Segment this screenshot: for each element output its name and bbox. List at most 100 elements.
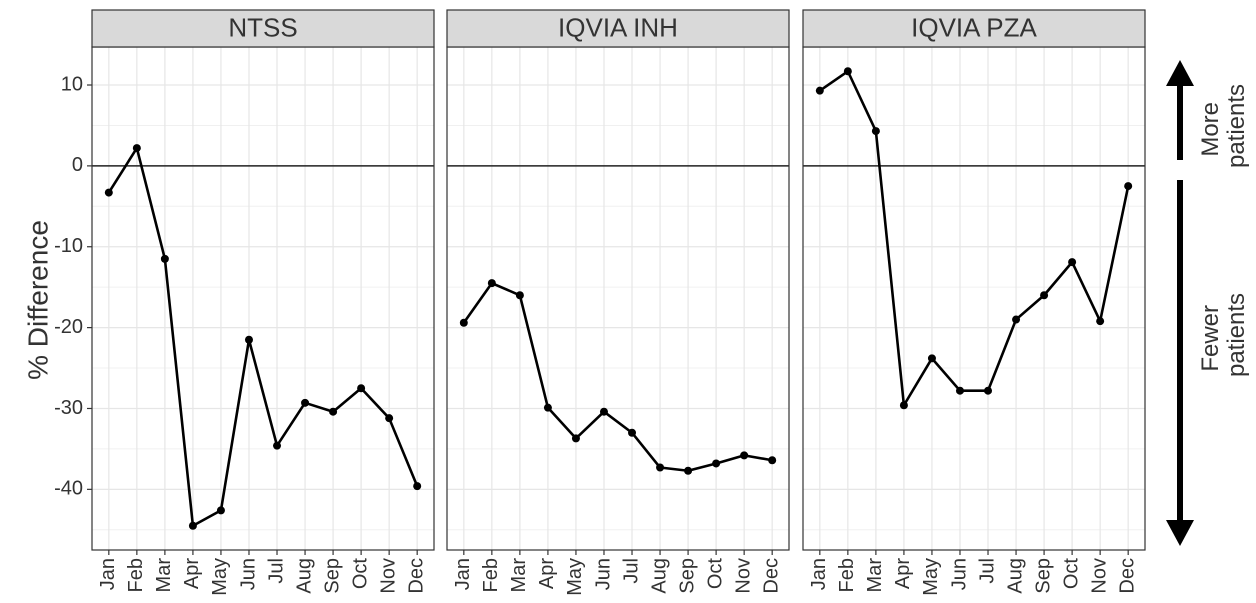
data-point	[216, 506, 225, 515]
x-tick-label: Jul	[976, 558, 998, 584]
x-tick-label: May	[920, 558, 942, 596]
data-point	[712, 459, 721, 468]
data-point	[899, 401, 908, 410]
x-tick-label: Jun	[237, 558, 259, 590]
x-tick-label: Nov	[377, 558, 399, 594]
x-tick-label: Feb	[125, 558, 147, 592]
more-arrow	[1166, 60, 1194, 160]
data-point	[273, 441, 282, 450]
strip	[91, 9, 435, 48]
data-point	[244, 335, 253, 344]
x-tick-label: Dec	[760, 558, 782, 594]
data-point	[871, 127, 880, 136]
x-tick-label: Aug	[1004, 558, 1026, 594]
data-point	[413, 482, 422, 491]
y-tick-label: -30	[54, 397, 83, 419]
annotation-line: More	[1197, 102, 1224, 157]
data-point	[329, 407, 338, 416]
x-tick-label: Feb	[836, 558, 858, 592]
data-point	[543, 403, 552, 412]
x-tick-label: Aug	[293, 558, 315, 594]
data-point	[740, 451, 749, 460]
data-point	[984, 386, 993, 395]
data-point	[487, 279, 496, 288]
annotation-line: patients	[1223, 84, 1250, 168]
data-point	[515, 291, 524, 300]
annotation: More patients	[1197, 84, 1250, 168]
data-point	[1068, 258, 1077, 267]
data-point	[628, 428, 637, 437]
x-tick-label: Sep	[676, 558, 698, 594]
data-point	[656, 463, 665, 472]
data-point	[955, 386, 964, 395]
data-point	[684, 466, 693, 475]
data-point	[1124, 182, 1133, 191]
data-point	[815, 86, 824, 95]
x-tick-label: Sep	[321, 558, 343, 594]
panel-title: IQVIA INH	[558, 12, 678, 42]
fewer-arrow	[1166, 180, 1194, 546]
data-point	[132, 144, 141, 153]
annotation: Fewer patients	[1197, 293, 1250, 377]
x-tick-label: Jun	[948, 558, 970, 590]
data-point	[104, 188, 113, 197]
data-point	[1096, 317, 1105, 326]
y-axis-label: % Difference	[22, 220, 53, 380]
data-point	[571, 434, 580, 443]
x-tick-label: Dec	[1116, 558, 1138, 594]
panel-title: NTSS	[228, 12, 297, 42]
x-tick-label: Jun	[592, 558, 614, 590]
annotation-line: Fewer	[1197, 305, 1224, 372]
x-tick-label: Dec	[405, 558, 427, 594]
data-point	[927, 354, 936, 363]
data-point	[301, 398, 310, 407]
x-tick-label: Mar	[864, 558, 886, 593]
x-tick-label: Apr	[536, 558, 558, 589]
x-tick-label: May	[564, 558, 586, 596]
annotation-line: patients	[1223, 293, 1250, 377]
data-point	[385, 414, 394, 423]
data-point	[599, 407, 608, 416]
plot-background	[803, 47, 1145, 550]
x-tick-label: Oct	[1060, 558, 1082, 590]
x-tick-label: Oct	[349, 558, 371, 590]
x-tick-label: Mar	[153, 558, 175, 593]
y-tick-label: -40	[54, 478, 83, 500]
data-point	[1040, 291, 1049, 300]
data-point	[459, 318, 468, 327]
x-tick-label: Jan	[808, 558, 830, 590]
x-tick-label: Aug	[648, 558, 670, 594]
x-tick-label: May	[209, 558, 231, 596]
x-tick-label: Nov	[1088, 558, 1110, 594]
x-tick-label: Jan	[97, 558, 119, 590]
x-tick-label: Jan	[452, 558, 474, 590]
data-point	[1012, 315, 1021, 324]
plot-background	[92, 47, 434, 550]
series-line	[107, 146, 419, 528]
plot-background	[447, 47, 789, 550]
strip	[446, 9, 790, 48]
x-tick-label: Nov	[732, 558, 754, 594]
x-tick-label: Mar	[508, 558, 530, 593]
x-tick-label: Jul	[265, 558, 287, 584]
x-tick-label: Oct	[704, 558, 726, 590]
x-tick-label: Jul	[620, 558, 642, 584]
y-tick-label: 10	[61, 73, 83, 95]
series-line	[462, 281, 773, 473]
x-tick-label: Apr	[892, 558, 914, 589]
data-point	[357, 384, 366, 393]
data-point	[768, 456, 777, 465]
panel-title: IQVIA PZA	[911, 12, 1037, 42]
y-tick-label: -10	[54, 235, 83, 257]
x-tick-label: Apr	[181, 558, 203, 589]
x-tick-label: Feb	[480, 558, 502, 592]
y-tick-label: -20	[54, 316, 83, 338]
data-point	[843, 67, 852, 76]
data-point	[188, 521, 197, 530]
x-tick-label: Sep	[1032, 558, 1054, 594]
y-tick-label: 0	[72, 154, 83, 176]
strip	[802, 9, 1146, 48]
data-point	[160, 254, 169, 263]
